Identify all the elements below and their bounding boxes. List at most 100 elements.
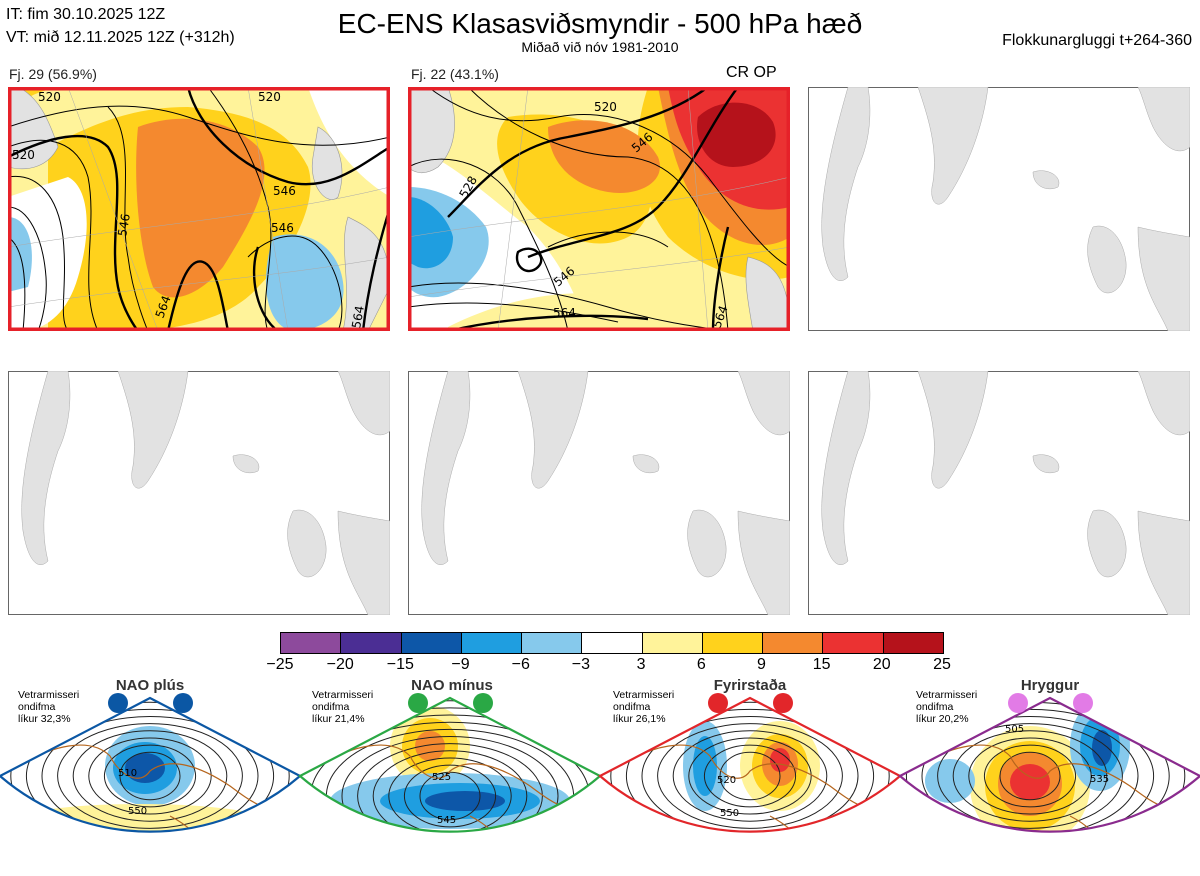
height-contour <box>703 744 797 808</box>
regime-contour-label: 565 <box>432 849 451 860</box>
regime-marker-dot <box>708 693 728 713</box>
colorbar-segment <box>522 633 583 653</box>
regime-info-2: Vetrarmisseri ondifma líkur 21,4% <box>312 689 374 725</box>
cluster-map-1: 520 520 520 546 546 546 564 564 <box>8 87 390 331</box>
regime-contour-label: 505 <box>1005 724 1024 735</box>
regime-contour-label: 525 <box>432 772 451 783</box>
cluster-panel-2[interactable]: 520 546 528 546 564 564 <box>408 87 790 331</box>
empty-panel-6[interactable] <box>808 371 1190 615</box>
regime-border <box>0 696 302 833</box>
coastline <box>769 815 821 832</box>
contour-label: 546 <box>115 213 133 238</box>
regime-marker-dot <box>173 693 193 713</box>
regime-contour-label: 550 <box>720 808 739 819</box>
height-contour <box>119 751 181 801</box>
anomaly-blob <box>1092 730 1112 766</box>
contour-label: 546 <box>273 184 296 198</box>
contour-label: 520 <box>258 90 281 104</box>
empty-panel-5[interactable] <box>408 371 790 615</box>
coastline <box>19 744 291 810</box>
page-subtitle: Miðað við nóv 1981-2010 <box>521 39 679 55</box>
height-contour <box>900 698 1186 832</box>
colorbar-segment <box>763 633 824 653</box>
anomaly-blob <box>925 759 975 803</box>
empty-map-4 <box>8 371 390 615</box>
init-time: IT: fim 30.10.2025 12Z <box>6 6 166 23</box>
anomaly-blob <box>1014 850 1046 862</box>
coastline <box>169 815 221 832</box>
colorbar-segment <box>702 633 764 653</box>
contour-label: 520 <box>12 148 35 162</box>
valid-time: VT: mið 12.11.2025 12Z (+312h) <box>6 29 235 46</box>
anomaly-blob <box>693 736 717 796</box>
regime-info-4: Vetrarmisseri ondifma líkur 20,2% <box>916 689 978 725</box>
regime-border <box>598 696 902 833</box>
cluster-window: Flokkunargluggi t+264-360 <box>1002 32 1192 49</box>
empty-map-6 <box>808 371 1190 615</box>
regime-title-2: NAO mínus <box>411 677 493 694</box>
empty-map-5 <box>408 371 790 615</box>
empty-panel-4[interactable] <box>8 371 390 615</box>
height-contour <box>25 708 275 832</box>
cluster-label-1: Fj. 29 (56.9%) <box>9 66 97 82</box>
colorbar-tick-label: 3 <box>636 656 646 673</box>
cluster-panel-1[interactable]: 520 520 520 546 546 546 564 564 <box>8 87 390 331</box>
height-contour <box>357 743 543 832</box>
regime-contour-label: 520 <box>717 775 736 786</box>
height-contour <box>625 708 875 832</box>
regime-panel-1: 510 550 <box>0 693 302 833</box>
colorbar-segment <box>341 633 402 653</box>
height-contour <box>300 700 600 832</box>
regime-marker-dot <box>1073 693 1093 713</box>
regime-info-3: Vetrarmisseri ondifma líkur 26,1% <box>613 689 675 725</box>
regimes-svg: 510 550 525 545 565 520 550 560 505 535 560 <box>0 693 1200 862</box>
regime-contour-label: 560 <box>1090 840 1109 851</box>
coastline <box>319 744 591 810</box>
regime-contour-label: 510 <box>118 768 137 779</box>
colorbar-tick-label: 25 <box>933 656 951 673</box>
colorbar-segment <box>281 633 342 653</box>
colorbar-tick-label: −25 <box>266 656 294 673</box>
height-contour <box>983 744 1077 808</box>
height-contour <box>88 737 212 815</box>
colorbar-tick-label: −20 <box>326 656 354 673</box>
colorbar-segment <box>461 633 523 653</box>
colorbar-tick-label: 15 <box>812 656 831 673</box>
height-contour <box>921 716 1139 832</box>
regime-marker-dot <box>473 693 493 713</box>
empty-panel-3[interactable] <box>808 87 1190 331</box>
colorbar-tick-label: 9 <box>757 656 766 673</box>
anomaly-blob <box>1010 764 1050 800</box>
regime-info-1: Vetrarmisseri ondifma líkur 32,3% <box>18 689 80 725</box>
colorbar-segment <box>823 633 884 653</box>
cluster-map-2: 520 546 528 546 564 564 <box>408 87 790 331</box>
coastline <box>919 744 1191 810</box>
height-contour <box>688 737 812 815</box>
height-contour <box>719 751 781 801</box>
anomaly-blob <box>425 791 505 811</box>
colorbar-segment <box>582 633 643 653</box>
colorbar-tick-label: 6 <box>696 656 706 673</box>
coastline <box>469 815 521 832</box>
height-contour <box>300 707 600 832</box>
height-contour <box>300 714 600 832</box>
contour-label: 546 <box>271 221 294 235</box>
height-contour <box>937 723 1123 829</box>
cluster-label-2: Fj. 22 (43.1%) <box>411 66 499 82</box>
height-contour <box>952 730 1108 822</box>
page-title: EC-ENS Klasasviðsmyndir - 500 hPa hæð <box>337 8 863 39</box>
height-contour <box>657 723 843 829</box>
height-contour <box>372 750 528 832</box>
contour-label: 564 <box>349 305 367 330</box>
regime-contour-label: 545 <box>437 815 456 826</box>
height-contour <box>610 701 890 832</box>
regime-marker-dot <box>1008 693 1028 713</box>
regime-marker-dot <box>773 693 793 713</box>
height-contour <box>419 771 481 821</box>
height-contour <box>641 716 859 832</box>
regime-marker-dot <box>108 693 128 713</box>
colorbar-tick-label: −3 <box>571 656 591 673</box>
height-contour <box>403 764 497 828</box>
regime-contour-label: 550 <box>128 806 147 817</box>
colorbar-segment <box>401 633 462 653</box>
